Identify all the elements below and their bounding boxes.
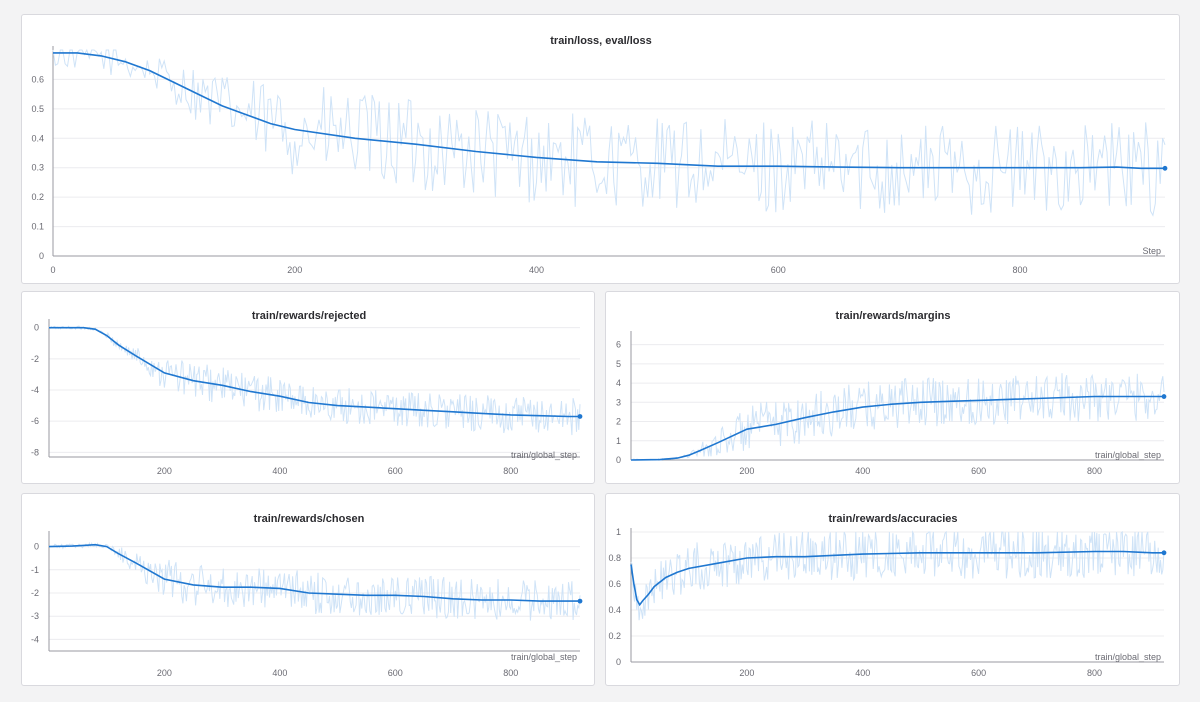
series-endpoint-marker: [577, 598, 583, 604]
y-tick-label: 1: [616, 436, 621, 446]
y-tick-label: 0: [616, 657, 621, 667]
raw-series-line: [630, 373, 1165, 461]
x-tick-label: 800: [503, 668, 518, 678]
x-tick-label: 0: [50, 265, 55, 275]
x-tick-label: 400: [529, 265, 544, 275]
x-tick-label: 400: [272, 466, 287, 476]
x-tick-label: 400: [855, 466, 870, 476]
y-tick-label: -4: [31, 634, 39, 644]
x-axis-label: Step: [1142, 246, 1161, 256]
chart-title: train/rewards/chosen: [254, 513, 365, 525]
y-tick-label: 0: [616, 455, 621, 465]
chart-title: train/rewards/margins: [836, 310, 951, 322]
y-tick-label: 0.6: [608, 579, 621, 589]
chart-panel-rewards-margins: train/rewards/margins 0 1 2 3 4 5 6 200 400 600 80…: [605, 291, 1180, 484]
chart-accuracies-svg[interactable]: train/rewards/accuracies 0 0.2 0.4 0.6 0.8 1 2…: [606, 494, 1181, 687]
smoothed-series-line: [630, 395, 1164, 461]
y-tick-label: 4: [616, 378, 621, 388]
y-tick-label: 0: [34, 323, 39, 333]
series-endpoint-marker: [1161, 394, 1167, 399]
x-axis-label: train/global_step: [511, 450, 577, 460]
chart-title: train/loss, eval/loss: [550, 35, 652, 47]
y-tick-label: -8: [31, 447, 39, 457]
smoothed-series-line: [630, 550, 1164, 607]
series-endpoint-marker: [1161, 550, 1167, 556]
series-endpoint-marker: [577, 414, 583, 419]
y-tick-label: -3: [31, 611, 39, 621]
y-tick-label: -4: [31, 385, 39, 395]
raw-series-line: [630, 530, 1165, 621]
x-tick-label: 800: [1087, 668, 1102, 678]
y-tick-label: 0.8: [608, 553, 621, 563]
x-tick-label: 200: [287, 265, 302, 275]
x-tick-label: 800: [1012, 265, 1027, 275]
y-tick-label: 0.4: [31, 133, 44, 143]
smoothed-series-line: [49, 326, 580, 418]
y-tick-label: 0.6: [31, 74, 44, 84]
x-tick-label: 600: [388, 668, 403, 678]
y-tick-label: 0.2: [31, 192, 44, 202]
x-tick-label: 200: [157, 466, 172, 476]
series-endpoint-marker: [1162, 165, 1168, 171]
y-tick-label: -1: [31, 565, 39, 575]
x-axis-label: train/global_step: [511, 652, 577, 662]
y-tick-label: 2: [616, 417, 621, 427]
x-tick-label: 200: [157, 668, 172, 678]
x-axis-label: train/global_step: [1095, 652, 1161, 662]
y-tick-label: -2: [31, 354, 39, 364]
chart-panel-loss: train/loss, eval/loss 0 0.1 0.2 0.3 0.4 0.5 0.…: [21, 14, 1180, 284]
chart-loss-svg[interactable]: train/loss, eval/loss 0 0.1 0.2 0.3 0.4 0.5 0.…: [22, 15, 1181, 285]
y-tick-label: 0.5: [31, 104, 44, 114]
y-tick-label: 0: [34, 542, 39, 552]
x-tick-label: 400: [855, 668, 870, 678]
chart-chosen-svg[interactable]: train/rewards/chosen 0 -1 -2 -3 -4 200 400 600 8…: [22, 494, 596, 687]
y-tick-label: -2: [31, 588, 39, 598]
y-tick-label: 0: [39, 251, 44, 261]
y-tick-label: -6: [31, 416, 39, 426]
raw-series-line: [48, 325, 581, 436]
y-tick-label: 3: [616, 397, 621, 407]
chart-rejected-svg[interactable]: train/rewards/rejected 0 -2 -4 -6 -8 200 400 60…: [22, 292, 596, 485]
y-tick-label: 6: [616, 340, 621, 350]
x-tick-label: 600: [771, 265, 786, 275]
x-tick-label: 600: [388, 466, 403, 476]
y-tick-label: 1: [616, 527, 621, 537]
chart-margins-svg[interactable]: train/rewards/margins 0 1 2 3 4 5 6 200 400 600 80…: [606, 292, 1181, 485]
y-tick-label: 0.4: [608, 605, 621, 615]
x-tick-label: 600: [971, 668, 986, 678]
x-tick-label: 800: [1087, 466, 1102, 476]
smoothed-series-line: [48, 543, 580, 602]
chart-panel-rewards-chosen: train/rewards/chosen 0 -1 -2 -3 -4 200 400 600 8…: [21, 493, 595, 686]
y-tick-label: 0.3: [31, 163, 44, 173]
x-tick-label: 200: [739, 466, 754, 476]
raw-series-line: [48, 541, 581, 621]
x-axis-label: train/global_step: [1095, 450, 1161, 460]
y-tick-label: 0.2: [608, 631, 621, 641]
smoothed-series-line: [53, 52, 1165, 170]
x-tick-label: 400: [272, 668, 287, 678]
raw-series-line: [52, 48, 1166, 217]
y-tick-label: 5: [616, 359, 621, 369]
chart-panel-rewards-accuracies: train/rewards/accuracies 0 0.2 0.4 0.6 0.8 1 2…: [605, 493, 1180, 686]
x-tick-label: 200: [739, 668, 754, 678]
x-tick-label: 600: [971, 466, 986, 476]
chart-title: train/rewards/rejected: [252, 310, 366, 322]
chart-title: train/rewards/accuracies: [828, 513, 957, 525]
y-tick-label: 0.1: [31, 222, 44, 232]
x-tick-label: 800: [503, 466, 518, 476]
chart-panel-rewards-rejected: train/rewards/rejected 0 -2 -4 -6 -8 200 400 60…: [21, 291, 595, 484]
